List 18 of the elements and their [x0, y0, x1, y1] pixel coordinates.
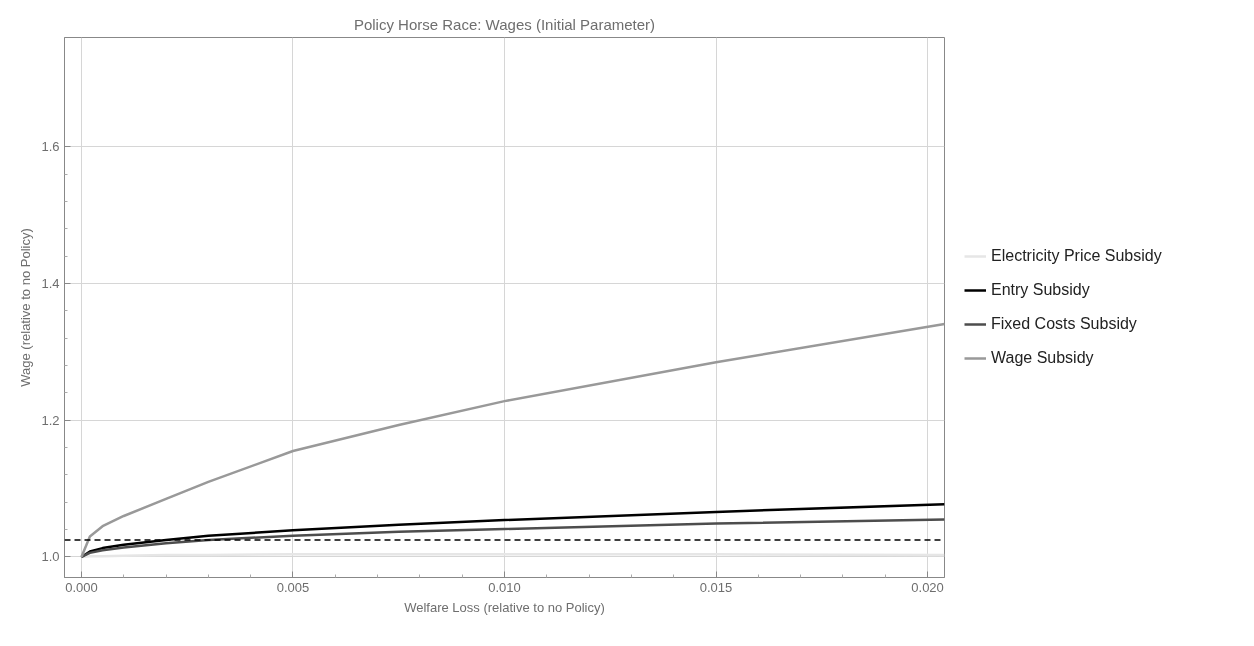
line-series [80, 518, 945, 559]
legend-label: Entry Subsidy [991, 281, 1090, 299]
x-tick-label: 0.015 [699, 579, 733, 595]
x-tick-label: 0.005 [276, 579, 310, 595]
y-tick-label: 1.4 [41, 276, 60, 292]
x-tick-label: 0.000 [65, 579, 98, 595]
line-series [80, 322, 945, 559]
x-axis-title: Welfare Loss (relative to no Policy) [404, 599, 605, 615]
y-tick-label: 1.0 [41, 549, 60, 565]
x-tick-label: 0.010 [488, 579, 521, 595]
y-tick-label: 1.2 [41, 412, 60, 428]
legend-label: Wage Subsidy [991, 349, 1094, 367]
legend-label: Electricity Price Subsidy [991, 247, 1162, 265]
legend-label: Fixed Costs Subsidy [991, 315, 1137, 333]
y-tick-label: 1.6 [41, 139, 60, 155]
y-axis-title: Wage (relative to no Policy) [18, 228, 34, 387]
x-tick-label: 0.020 [911, 579, 944, 595]
chart-title: Policy Horse Race: Wages (Initial Parameter) [353, 15, 656, 33]
